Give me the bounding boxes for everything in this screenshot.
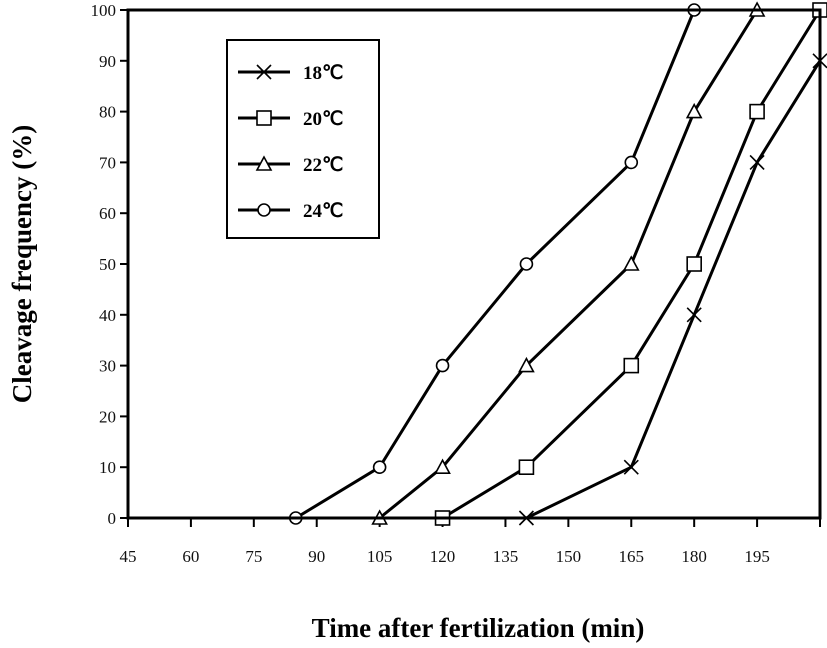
data-point-triangle-marker [434,458,451,475]
data-point-square-marker [623,357,640,374]
legend-label: 20℃ [303,109,343,130]
x-tick-label: 195 [744,547,770,566]
y-tick-label: 100 [91,1,117,20]
x-marker-stroke [749,154,765,170]
y-tick-label: 0 [108,509,117,528]
x-tick-label: 120 [430,547,456,566]
y-axis-title: Cleavage frequency (%) [7,125,37,403]
legend-entry: 20℃ [238,109,343,130]
series-circle [128,3,701,525]
x-marker-stroke [686,307,702,323]
x-marker-stroke [256,64,272,80]
y-tick-label: 20 [99,407,116,426]
series-triangle [128,1,766,525]
legend: 18℃ 20℃ 22℃ 24℃ [226,39,380,239]
y-tick-label: 40 [99,306,116,325]
x-tick-label: 135 [493,547,519,566]
legend-triangle-marker [255,155,273,171]
legend-entry: 18℃ [238,63,343,84]
legend-x-marker [256,64,272,80]
legend-entry: 22℃ [238,155,343,176]
axis-ticks: 0 10 20 30 40 50 60 70 80 90 100 45 60 75 90 105 120 135 1… [91,1,821,566]
x-tick-label: 105 [367,547,393,566]
legend-square-marker [256,110,272,126]
legend-circle-marker [257,203,271,217]
x-tick-label: 150 [556,547,582,566]
data-point-circle-marker [372,460,387,475]
y-tick-label: 50 [99,255,116,274]
x-tick-label: 45 [120,547,137,566]
data-point-circle-marker [624,155,639,170]
data-point-circle-marker [435,358,450,373]
y-tick-label: 90 [99,52,116,71]
y-tick-label: 30 [99,357,116,376]
plot-frame [126,8,822,520]
series-line [128,9,696,520]
y-tick-label: 10 [99,458,116,477]
x-tick-label: 165 [619,547,645,566]
data-point-triangle-marker [622,255,640,271]
legend-label: 22℃ [303,155,343,176]
x-tick-label: 90 [308,547,325,566]
data-point-triangle-marker [518,356,535,373]
y-tick-label: 80 [99,103,116,122]
data-point-square-marker [686,256,702,272]
data-point-circle-marker [519,257,534,271]
legend-entry: 24℃ [238,201,343,222]
data-point-square-marker [518,459,535,476]
data-point-x-marker [686,307,702,323]
data-point-x-marker [623,459,639,475]
y-tick-label: 60 [99,204,116,223]
x-tick-label: 180 [681,547,707,566]
x-marker-stroke [623,459,639,475]
legend-label: 24℃ [303,201,343,222]
data-point-x-marker [749,154,765,170]
x-axis-title: Time after fertilization (min) [312,613,645,643]
legend-label: 18℃ [303,63,343,84]
data-point-square-marker [749,103,765,120]
data-point-triangle-marker [685,102,703,119]
x-tick-label: 60 [182,547,199,566]
y-tick-label: 70 [99,153,116,172]
x-tick-label: 75 [245,547,262,566]
